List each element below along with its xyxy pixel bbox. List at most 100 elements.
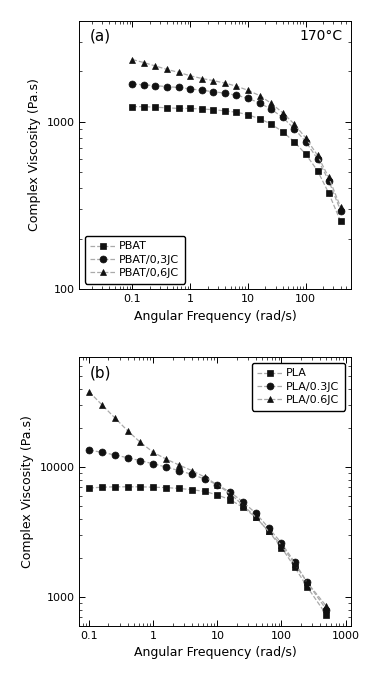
- PBAT/0,6JC: [165, 65, 169, 73]
- Line: PBAT: PBAT: [129, 103, 344, 224]
- PBAT/0,6JC: [326, 173, 331, 182]
- Y-axis label: Complex Viscosity (Pa.s): Complex Viscosity (Pa.s): [21, 415, 34, 568]
- PLA/0.6JC: [279, 541, 284, 549]
- PBAT/0,6JC: [338, 203, 343, 211]
- Legend: PLA, PLA/0.3JC, PLA/0.6JC: PLA, PLA/0.3JC, PLA/0.6JC: [252, 363, 345, 411]
- PLA: [266, 527, 271, 535]
- PBAT/0,6JC: [176, 68, 181, 76]
- PBAT/0,6JC: [188, 71, 193, 80]
- PBAT: [315, 167, 320, 175]
- PLA/0.6JC: [241, 501, 245, 509]
- PBAT/0,3JC: [292, 124, 296, 133]
- PLA: [241, 503, 245, 511]
- PBAT: [258, 115, 262, 123]
- PLA/0.3JC: [125, 454, 130, 462]
- PBAT: [211, 105, 215, 114]
- PBAT/0,6JC: [153, 62, 158, 70]
- PLA/0.6JC: [215, 481, 220, 489]
- PLA/0.3JC: [241, 498, 245, 506]
- Legend: PBAT, PBAT/0,3JC, PBAT/0,6JC: PBAT, PBAT/0,3JC, PBAT/0,6JC: [85, 236, 185, 284]
- Line: PBAT/0,6JC: PBAT/0,6JC: [129, 56, 344, 210]
- PBAT: [176, 104, 181, 112]
- PLA/0.6JC: [138, 439, 143, 447]
- PLA: [202, 488, 207, 496]
- PBAT/0,3JC: [223, 89, 227, 97]
- PLA/0.3JC: [254, 509, 258, 517]
- PLA/0.6JC: [254, 513, 258, 522]
- PLA/0.3JC: [100, 448, 104, 456]
- PBAT/0,6JC: [223, 79, 227, 87]
- PLA/0.6JC: [292, 560, 297, 568]
- PLA/0.6JC: [228, 490, 233, 498]
- PLA: [112, 483, 117, 491]
- PLA/0.3JC: [177, 466, 181, 475]
- PBAT: [142, 103, 147, 111]
- PLA/0.6JC: [100, 401, 104, 409]
- PBAT: [280, 128, 285, 136]
- PBAT/0,3JC: [130, 80, 135, 88]
- PBAT: [223, 107, 227, 115]
- Text: (a): (a): [90, 29, 111, 44]
- PBAT: [269, 120, 273, 128]
- PLA: [164, 483, 169, 492]
- PLA/0.6JC: [177, 461, 181, 469]
- PLA: [279, 543, 284, 551]
- PLA/0.3JC: [138, 457, 143, 465]
- PLA/0.6JC: [112, 413, 117, 422]
- PBAT/0,3JC: [234, 91, 239, 99]
- Line: PBAT/0,3JC: PBAT/0,3JC: [129, 80, 344, 214]
- PLA: [254, 513, 258, 522]
- PBAT/0,6JC: [211, 76, 215, 84]
- PBAT/0,3JC: [200, 86, 204, 95]
- PBAT: [130, 103, 135, 111]
- PBAT/0,6JC: [292, 120, 296, 128]
- Line: PLA/0.6JC: PLA/0.6JC: [86, 388, 330, 609]
- PLA/0.6JC: [125, 427, 130, 435]
- PBAT/0,3JC: [153, 82, 158, 90]
- PBAT/0,3JC: [211, 88, 215, 96]
- PLA: [151, 483, 155, 491]
- PBAT/0,3JC: [246, 95, 250, 103]
- PLA/0.3JC: [228, 488, 233, 496]
- PBAT/0,3JC: [258, 99, 262, 107]
- PBAT/0,6JC: [258, 92, 262, 100]
- PLA/0.6JC: [266, 527, 271, 535]
- PBAT: [326, 189, 331, 197]
- PBAT/0,3JC: [165, 82, 169, 90]
- PBAT/0,6JC: [246, 86, 250, 95]
- PLA: [138, 483, 143, 491]
- PBAT: [304, 150, 308, 158]
- PLA/0.6JC: [151, 448, 155, 456]
- PBAT: [246, 111, 250, 119]
- PLA/0.3JC: [324, 605, 329, 613]
- PBAT: [292, 137, 296, 146]
- PBAT/0,3JC: [338, 207, 343, 215]
- PBAT/0,6JC: [315, 151, 320, 159]
- PLA: [87, 484, 92, 492]
- Text: (b): (b): [90, 365, 112, 380]
- PLA: [190, 486, 194, 494]
- PLA/0.3JC: [305, 578, 309, 586]
- PLA/0.3JC: [266, 524, 271, 532]
- PLA/0.3JC: [164, 463, 169, 471]
- PLA/0.6JC: [324, 602, 329, 610]
- X-axis label: Angular Frequency (rad/s): Angular Frequency (rad/s): [134, 309, 296, 322]
- Line: PLA: PLA: [86, 483, 330, 618]
- PBAT: [338, 217, 343, 225]
- PBAT/0,3JC: [269, 105, 273, 113]
- PLA: [292, 563, 297, 571]
- PBAT/0,6JC: [130, 56, 135, 64]
- PBAT/0,6JC: [269, 99, 273, 107]
- PLA/0.6JC: [202, 473, 207, 481]
- PBAT: [200, 105, 204, 113]
- PBAT/0,3JC: [142, 81, 147, 89]
- Text: 170°C: 170°C: [299, 29, 342, 43]
- PLA/0.3JC: [202, 475, 207, 483]
- PLA/0.6JC: [305, 578, 309, 586]
- PBAT/0,3JC: [326, 177, 331, 185]
- PLA/0.6JC: [87, 388, 92, 396]
- PBAT/0,6JC: [142, 58, 147, 67]
- PLA: [177, 484, 181, 492]
- PBAT/0,3JC: [315, 155, 320, 163]
- PLA/0.3JC: [151, 460, 155, 468]
